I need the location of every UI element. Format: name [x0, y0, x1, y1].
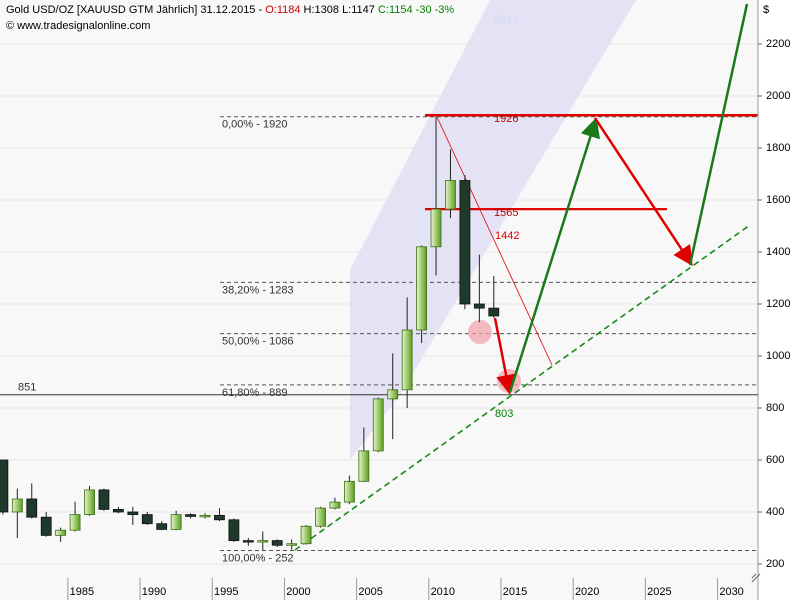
x-tick-label: 2005 — [358, 586, 382, 598]
candle-body — [315, 507, 326, 527]
candle-body — [55, 529, 67, 536]
candle-body — [445, 180, 456, 210]
candle-body — [372, 398, 384, 452]
x-tick-label: 2025 — [647, 586, 671, 598]
forecast-arrow — [593, 117, 693, 267]
candle-body — [185, 514, 196, 517]
candle-body — [170, 514, 182, 530]
candle-body — [488, 307, 500, 317]
chart-title: Gold USD/OZ [XAUUSD GTM Jährlich] 31.12.… — [6, 4, 454, 16]
candle-body — [401, 329, 413, 391]
candle-body — [387, 389, 399, 400]
candle-body — [242, 540, 254, 543]
candle-body — [344, 480, 355, 503]
fib-label: 50,00% - 1086 — [222, 336, 294, 348]
candle-body — [0, 459, 9, 513]
title-part: H:1308 L:1147 — [300, 4, 377, 16]
candle-body — [112, 508, 124, 513]
fib-label: 0,00% - 1920 — [222, 119, 287, 131]
candle-body — [430, 208, 442, 248]
x-tick-label: 2000 — [286, 586, 310, 598]
fib-label: 61,80% - 889 — [222, 387, 287, 399]
candle-body — [84, 489, 95, 515]
y-tick-label: 400 — [766, 506, 784, 518]
forecast-arrow — [688, 3, 749, 266]
candle-body — [141, 514, 153, 525]
candle-body — [271, 540, 283, 546]
candle-body — [459, 180, 471, 305]
candle-body — [286, 543, 298, 546]
y-tick-label: 1800 — [766, 142, 790, 154]
candle-body — [98, 489, 110, 510]
candle-body — [416, 246, 427, 331]
y-tick-label: 1200 — [766, 298, 790, 310]
resistance-line — [436, 116, 553, 366]
forecast-arrow — [508, 117, 601, 393]
price-level-label: 1565 — [494, 207, 518, 219]
chart-subtitle: © www.tradesignalonline.com — [6, 20, 150, 32]
y-tick-label: 200 — [766, 558, 784, 570]
candle-body — [358, 450, 370, 482]
y-tick-label: 2200 — [766, 38, 790, 50]
title-part: O:1184 — [265, 4, 300, 16]
fib-label: 38,20% - 1283 — [222, 284, 294, 296]
title-part: Gold USD/OZ [XAUUSD GTM Jährlich] 31.12.… — [6, 4, 265, 16]
candle-body — [473, 303, 485, 309]
y-tick-label: 2000 — [766, 90, 790, 102]
target-circle — [468, 320, 492, 344]
candle-body — [11, 498, 23, 513]
candle-body — [199, 514, 211, 518]
y-tick-label: 600 — [766, 454, 784, 466]
candle-body — [257, 540, 269, 543]
y-tick-label: 1600 — [766, 194, 790, 206]
candle-body — [300, 525, 312, 545]
x-tick-label: 1985 — [70, 586, 94, 598]
price-label: 2314 — [494, 14, 518, 26]
x-tick-label: 2020 — [575, 586, 599, 598]
forecast-arrow — [493, 317, 516, 395]
candle-body — [214, 514, 225, 521]
price-label: 803 — [495, 408, 513, 420]
candle-body — [156, 523, 168, 530]
y-tick-label: 800 — [766, 402, 784, 414]
price-level-label: 1926 — [494, 113, 518, 125]
x-tick-label: 1995 — [214, 586, 238, 598]
candle-body — [127, 511, 139, 515]
price-level-label: 851 — [18, 382, 36, 394]
title-part: C:1154 -30 -3% — [378, 4, 454, 16]
candle-body — [26, 498, 38, 518]
trend-line — [294, 224, 751, 551]
x-tick-label: 2015 — [503, 586, 527, 598]
resize-icon — [751, 573, 761, 583]
x-tick-label: 1990 — [142, 586, 166, 598]
price-label: 1442 — [495, 230, 519, 242]
fib-label: 100,00% - 252 — [222, 552, 294, 564]
candle-body — [40, 516, 52, 536]
candle-body — [69, 514, 81, 531]
candle-body — [228, 519, 240, 541]
y-tick-label: 1000 — [766, 350, 790, 362]
x-tick-label: 2030 — [719, 586, 743, 598]
y-tick-label: 1400 — [766, 246, 790, 258]
x-tick-label: 2010 — [431, 586, 455, 598]
candle-body — [329, 501, 341, 509]
y-axis-label: $ — [763, 4, 769, 16]
